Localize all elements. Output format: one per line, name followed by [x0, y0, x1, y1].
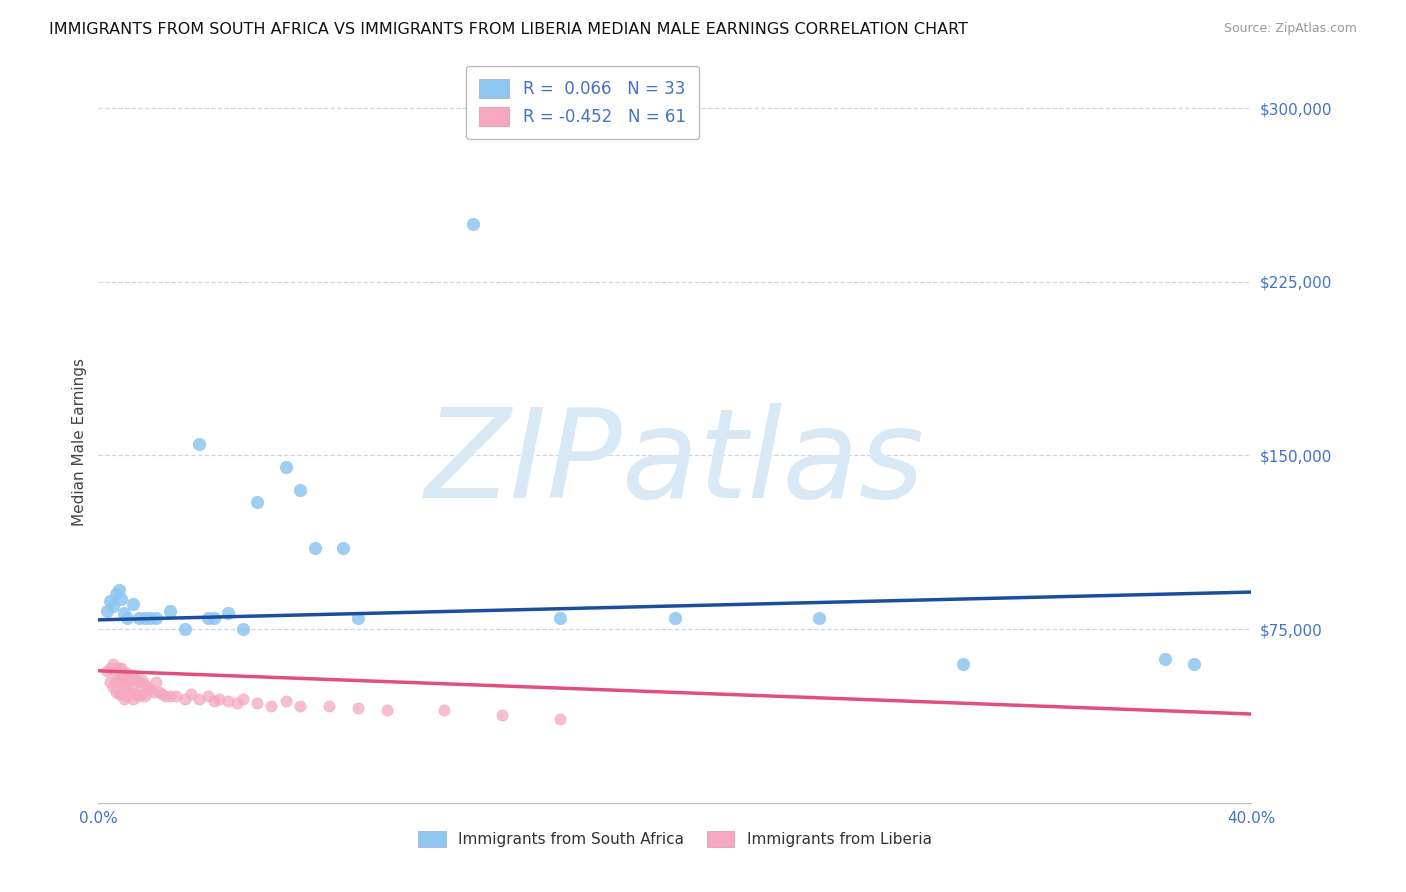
- Y-axis label: Median Male Earnings: Median Male Earnings: [72, 358, 87, 525]
- Point: [136, 680, 159, 694]
- Point: [125, 673, 148, 687]
- Point: [98, 594, 121, 608]
- Point: [104, 664, 127, 678]
- Point: [112, 668, 135, 682]
- Point: [159, 604, 181, 618]
- Point: [122, 597, 145, 611]
- Point: [107, 687, 129, 701]
- Point: [112, 606, 135, 620]
- Point: [145, 675, 167, 690]
- Point: [274, 694, 297, 708]
- Point: [117, 690, 139, 704]
- Point: [122, 691, 145, 706]
- Point: [231, 691, 254, 706]
- Point: [120, 684, 142, 698]
- Point: [104, 673, 127, 687]
- Point: [332, 541, 354, 555]
- Point: [318, 698, 340, 713]
- Point: [202, 610, 225, 624]
- Point: [180, 687, 202, 701]
- Point: [104, 587, 127, 601]
- Text: IMMIGRANTS FROM SOUTH AFRICA VS IMMIGRANTS FROM LIBERIA MEDIAN MALE EARNINGS COR: IMMIGRANTS FROM SOUTH AFRICA VS IMMIGRAN…: [49, 22, 969, 37]
- Point: [208, 691, 231, 706]
- Point: [96, 664, 118, 678]
- Point: [1182, 657, 1205, 671]
- Point: [217, 606, 239, 620]
- Point: [134, 610, 156, 624]
- Point: [148, 684, 170, 698]
- Point: [548, 713, 571, 727]
- Point: [491, 707, 513, 722]
- Point: [131, 687, 153, 701]
- Point: [125, 687, 148, 701]
- Point: [117, 666, 139, 681]
- Point: [145, 610, 167, 624]
- Point: [110, 592, 132, 607]
- Point: [188, 437, 211, 451]
- Text: ZIPatlas: ZIPatlas: [425, 402, 925, 524]
- Point: [165, 690, 187, 704]
- Point: [260, 698, 283, 713]
- Point: [98, 661, 121, 675]
- Point: [461, 217, 484, 231]
- Point: [246, 494, 269, 508]
- Point: [290, 698, 312, 713]
- Point: [139, 682, 162, 697]
- Point: [290, 483, 312, 498]
- Point: [122, 668, 145, 682]
- Point: [153, 690, 176, 704]
- Point: [174, 622, 197, 636]
- Point: [952, 657, 974, 671]
- Point: [664, 610, 686, 624]
- Point: [107, 582, 129, 597]
- Point: [107, 661, 129, 675]
- Point: [107, 675, 129, 690]
- Point: [197, 690, 219, 704]
- Point: [110, 661, 132, 675]
- Point: [375, 703, 398, 717]
- Point: [188, 691, 211, 706]
- Point: [134, 678, 156, 692]
- Point: [131, 673, 153, 687]
- Point: [548, 610, 571, 624]
- Point: [231, 622, 254, 636]
- Point: [159, 690, 181, 704]
- Point: [101, 599, 124, 613]
- Point: [128, 690, 150, 704]
- Point: [808, 610, 831, 624]
- Point: [274, 460, 297, 475]
- Point: [112, 680, 135, 694]
- Point: [104, 684, 127, 698]
- Point: [142, 684, 165, 698]
- Point: [304, 541, 326, 555]
- Point: [112, 691, 135, 706]
- Point: [117, 610, 139, 624]
- Point: [246, 696, 269, 710]
- Point: [101, 680, 124, 694]
- Legend: Immigrants from South Africa, Immigrants from Liberia: Immigrants from South Africa, Immigrants…: [412, 825, 938, 853]
- Point: [110, 687, 132, 701]
- Point: [225, 696, 247, 710]
- Point: [139, 610, 162, 624]
- Point: [433, 703, 456, 717]
- Point: [128, 610, 150, 624]
- Point: [197, 610, 219, 624]
- Point: [122, 680, 145, 694]
- Point: [110, 673, 132, 687]
- Point: [217, 694, 239, 708]
- Point: [1154, 652, 1177, 666]
- Point: [346, 610, 368, 624]
- Point: [128, 675, 150, 690]
- Point: [134, 690, 156, 704]
- Point: [101, 657, 124, 671]
- Point: [96, 604, 118, 618]
- Point: [120, 671, 142, 685]
- Point: [98, 675, 121, 690]
- Text: Source: ZipAtlas.com: Source: ZipAtlas.com: [1223, 22, 1357, 36]
- Point: [150, 687, 173, 701]
- Point: [117, 678, 139, 692]
- Point: [174, 691, 197, 706]
- Point: [202, 694, 225, 708]
- Point: [346, 701, 368, 715]
